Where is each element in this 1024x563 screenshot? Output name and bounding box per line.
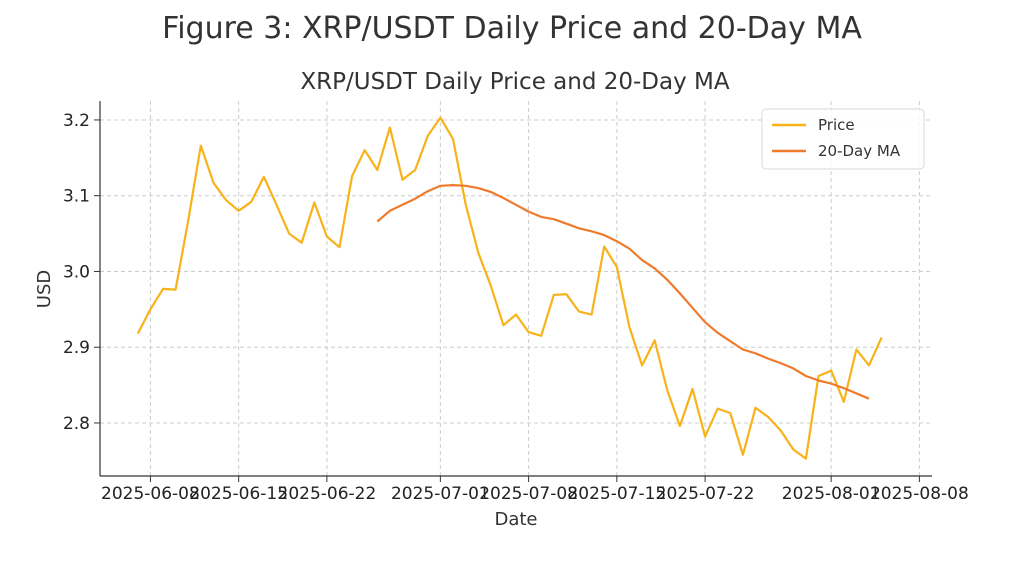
x-tick-label: 2025-07-08	[479, 484, 578, 504]
x-tick-label: 2025-07-15	[567, 484, 666, 504]
ma-line	[376, 184, 870, 400]
series-lines	[136, 116, 883, 460]
legend-label-ma: 20-Day MA	[818, 142, 901, 160]
chart-title: XRP/USDT Daily Price and 20-Day MA	[300, 69, 730, 95]
figure-title: Figure 3: XRP/USDT Daily Price and 20-Da…	[162, 11, 862, 46]
y-axis-label: USD	[34, 270, 55, 308]
x-tick-label: 2025-06-15	[189, 484, 288, 504]
legend-label-price: Price	[818, 116, 855, 134]
x-tick-label: 2025-07-01	[391, 484, 490, 504]
x-tick-label: 2025-07-22	[656, 484, 755, 504]
y-tick-label: 2.9	[63, 338, 90, 358]
x-tick-label: 2025-08-08	[870, 484, 969, 504]
legend: Price 20-Day MA	[761, 108, 925, 170]
y-tick-label: 3.0	[63, 262, 90, 282]
x-tick-label: 2025-06-08	[101, 484, 200, 504]
y-tick-label: 3.1	[63, 187, 90, 207]
y-tick-label: 2.8	[63, 414, 90, 434]
y-tick-label: 3.2	[63, 111, 90, 131]
x-tick-label: 2025-06-22	[278, 484, 377, 504]
y-ticks: 2.8 2.9 3.0 3.1 3.2	[63, 111, 100, 434]
x-tick-label: 2025-08-01	[782, 484, 881, 504]
x-axis-label: Date	[494, 509, 537, 530]
price-line	[136, 116, 883, 460]
